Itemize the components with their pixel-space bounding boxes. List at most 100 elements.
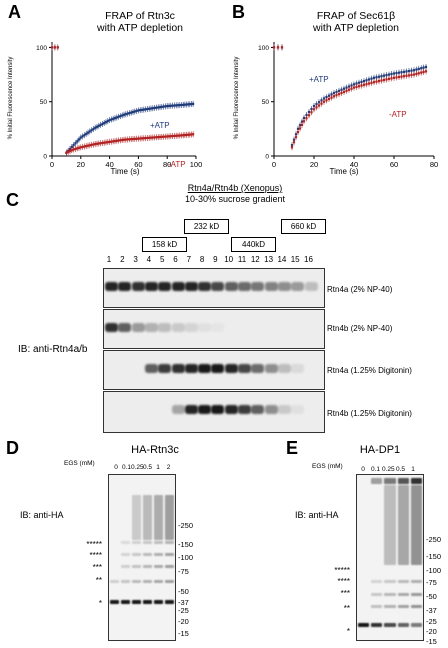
data-point-minus-atp	[153, 136, 156, 139]
panel-d-title: HA-Rtn3c	[131, 444, 179, 456]
panel-d-ib-label: IB: anti-HA	[20, 510, 64, 520]
data-point-minus-atp	[294, 136, 298, 139]
data-point-plus-atp	[158, 106, 162, 109]
data-point-plus-atp	[307, 110, 311, 114]
data-point-plus-atp	[121, 114, 124, 117]
blot-band	[158, 282, 172, 291]
data-point-minus-atp	[424, 70, 428, 73]
data-point-minus-atp	[157, 136, 160, 139]
blot-band	[184, 282, 198, 291]
data-point-plus-atp	[345, 86, 348, 89]
blot-band	[264, 405, 278, 414]
data-point-plus-atp	[424, 65, 428, 69]
egs-value: 1	[411, 466, 415, 473]
data-point-minus-atp	[375, 80, 378, 83]
mw-marker: -50	[178, 587, 189, 596]
chart-axes	[273, 42, 434, 157]
gel-band	[154, 553, 163, 556]
data-point-plus-atp	[95, 125, 99, 128]
band-star-label: ****	[337, 577, 350, 586]
data-point-minus-atp	[412, 73, 416, 76]
mw-marker: -150	[426, 552, 442, 561]
data-point-plus-atp	[148, 107, 151, 110]
panel-e-egs-label: EGS (mM)	[312, 463, 343, 470]
blot-band	[251, 405, 265, 414]
panel-a-xlabel: Time (s)	[110, 167, 139, 176]
data-point-minus-atp	[140, 137, 144, 140]
data-point-plus-atp	[115, 116, 118, 119]
blot-band	[291, 364, 305, 373]
data-point-minus-atp	[131, 137, 135, 141]
data-point-plus-atp	[415, 68, 418, 71]
gel-band	[371, 623, 383, 627]
data-point-plus-atp	[77, 138, 81, 141]
data-point-minus-atp	[302, 120, 306, 123]
blot-band	[171, 323, 185, 332]
data-point-plus-atp	[317, 101, 321, 104]
data-point-minus-atp	[162, 135, 165, 138]
data-point-plus-atp	[340, 88, 343, 91]
data-point-plus-atp	[137, 109, 140, 112]
lane-number: 9	[213, 255, 218, 264]
gel-band	[410, 605, 422, 608]
data-point-minus-atp	[380, 79, 383, 82]
row-label-rtn4a-np40: Rtn4a (2% NP-40)	[327, 285, 393, 294]
data-point-plus-atp	[387, 73, 391, 76]
gel-band	[121, 553, 130, 556]
gel-band	[110, 580, 119, 583]
panel-a-minus-atp-label: -ATP	[168, 160, 186, 169]
egs-value: 0.25	[131, 464, 144, 471]
panel-c-title-line2: 10-30% sucrose gradient	[184, 194, 286, 204]
y-tick-label: 50	[40, 99, 48, 106]
lane-number: 2	[120, 255, 125, 264]
data-point-minus-atp	[320, 102, 323, 105]
egs-value: 0.5	[142, 464, 153, 471]
data-point-minus-atp	[185, 133, 188, 137]
data-point-minus-atp	[113, 139, 117, 143]
y-tick-label: 0	[43, 154, 47, 161]
panel-c-title-line1: Rtn4a/Rtn4b (Xenopus)	[187, 183, 283, 193]
data-point-plus-atp	[144, 108, 147, 111]
gel-band	[132, 600, 141, 604]
blot-band	[304, 282, 318, 291]
data-point-minus-atp	[407, 74, 411, 77]
gel-band	[384, 593, 396, 596]
data-point-minus-atp	[377, 79, 381, 83]
marker-440kd: 440kD	[231, 237, 276, 252]
blot-band	[224, 282, 238, 291]
band-star-label: *	[346, 627, 350, 636]
data-point-plus-atp	[176, 104, 180, 107]
data-point-plus-atp	[117, 115, 120, 118]
data-point-minus-atp	[144, 136, 147, 140]
gel-band	[165, 541, 174, 544]
panel-b-title-line1: FRAP of Sec61β	[316, 10, 396, 22]
blot-band	[184, 405, 198, 414]
mw-marker: -20	[426, 627, 437, 636]
data-point-plus-atp	[175, 104, 178, 107]
blot-band	[211, 405, 225, 414]
lane-number: 11	[237, 255, 247, 264]
data-point-plus-atp	[420, 67, 423, 70]
data-point-minus-atp	[146, 136, 149, 140]
data-point-plus-atp	[300, 120, 304, 123]
marker-158kd: 158 kD	[142, 237, 187, 252]
data-point-minus-atp	[422, 70, 425, 74]
gel-band	[397, 623, 409, 627]
data-point-minus-atp	[108, 140, 111, 143]
data-point-minus-atp	[139, 137, 142, 140]
egs-value: 0.1	[121, 464, 132, 471]
data-point-plus-atp	[88, 130, 91, 133]
panel-letter-b: B	[232, 2, 245, 22]
data-point-plus-atp	[108, 119, 111, 122]
data-point-plus-atp	[402, 70, 406, 73]
data-point-minus-atp	[86, 144, 90, 147]
panel-a-title-line1: FRAP of Rtn3c	[105, 10, 175, 22]
data-point-minus-atp	[332, 95, 336, 98]
gel-band	[132, 553, 141, 556]
data-point-minus-atp	[119, 139, 122, 142]
data-point-minus-atp	[77, 146, 81, 149]
data-point-minus-atp	[103, 141, 106, 144]
band-star-label: ****	[89, 551, 102, 560]
frap-rtn3c-chart: % Initial Fluorescence Intensity 0 20 40 60…	[8, 42, 202, 176]
lane-number: 14	[277, 255, 287, 264]
